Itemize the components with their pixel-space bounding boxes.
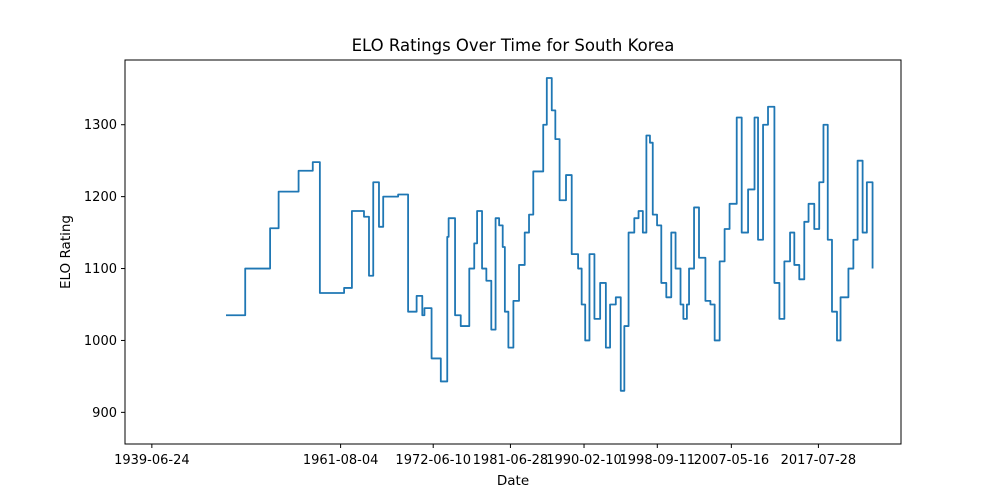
y-tick-label: 1300 [84, 118, 117, 133]
x-tick-label: 1972-06-10 [395, 453, 471, 468]
x-tick-label: 2007-05-16 [694, 453, 770, 468]
y-tick-label: 900 [92, 406, 117, 421]
x-tick-label: 1939-06-24 [114, 453, 190, 468]
x-tick-label: 1961-08-04 [303, 453, 379, 468]
y-tick-label: 1000 [84, 334, 117, 349]
series-layer [226, 77, 874, 392]
x-tick-label: 1998-09-11 [620, 453, 696, 468]
y-tick-label: 1200 [84, 190, 117, 205]
x-tick-label: 2017-07-28 [781, 453, 857, 468]
y-tick-label: 1100 [84, 262, 117, 277]
y-axis-ticks: 900 1000 1100 1200 1300 [84, 118, 125, 421]
x-tick-label: 1990-02-10 [546, 453, 622, 468]
x-tick-label: 1981-06-28 [473, 453, 549, 468]
y-axis-label: ELO Rating [58, 215, 74, 289]
plot-area-frame [124, 59, 902, 445]
x-axis-ticks: 1939-06-24 1961-08-04 1972-06-10 1981-06-28… [114, 444, 856, 468]
chart-title: ELO Ratings Over Time for South Korea [352, 36, 675, 55]
x-axis-label: Date [497, 473, 529, 489]
series-line-0 [226, 77, 874, 392]
